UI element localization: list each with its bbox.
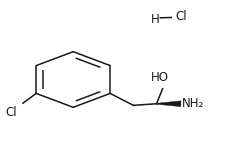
Text: HO: HO [151, 71, 169, 84]
Text: Cl: Cl [176, 10, 187, 23]
Text: NH₂: NH₂ [182, 97, 204, 110]
Text: Cl: Cl [6, 106, 17, 119]
Text: H: H [151, 13, 159, 26]
Polygon shape [157, 101, 181, 107]
